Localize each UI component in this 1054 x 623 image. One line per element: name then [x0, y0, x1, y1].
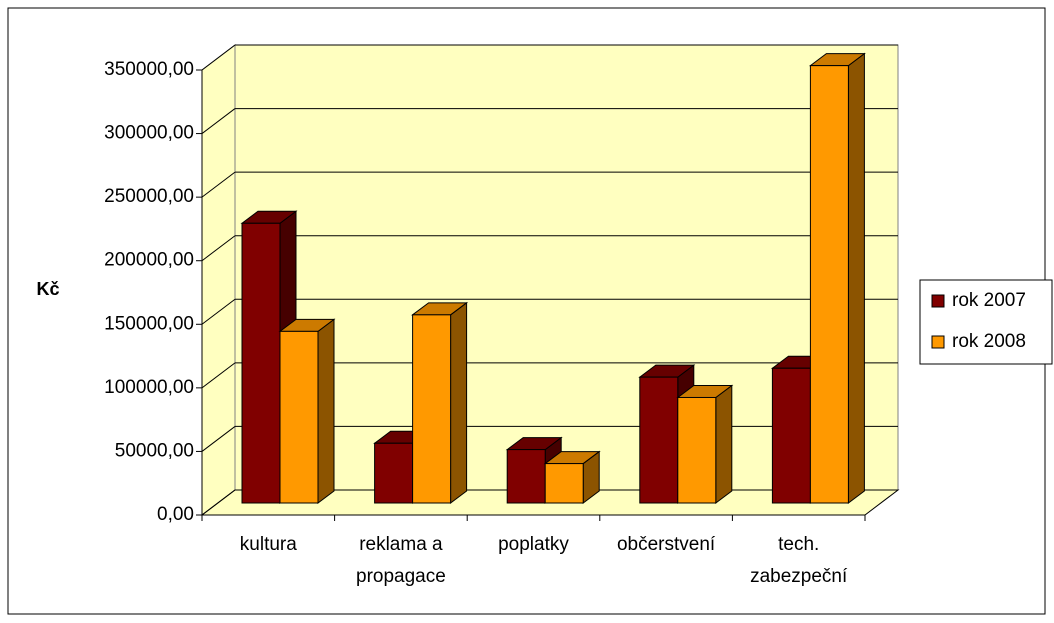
y-tick-label: 350000,00 — [104, 59, 194, 80]
y-tick-label: 300000,00 — [104, 123, 194, 144]
legend-swatch — [931, 294, 945, 308]
x-tick-label: kultura — [240, 534, 297, 555]
y-tick-label: 150000,00 — [104, 313, 194, 334]
grid-line-side — [201, 108, 236, 134]
legend-box — [919, 279, 1053, 365]
y-tick-label: 50000,00 — [115, 440, 194, 461]
bar-side — [715, 384, 733, 504]
bar-side — [450, 301, 468, 504]
y-tick-label: 100000,00 — [104, 377, 194, 398]
x-tick-label: tech. zabezpeční — [750, 534, 848, 587]
bar-front — [241, 222, 281, 504]
side-wall — [201, 43, 236, 517]
grid-line-side — [201, 489, 236, 516]
y-tick-label: 250000,00 — [104, 186, 194, 207]
x-tick-label: poplatky — [498, 534, 569, 555]
bar — [808, 52, 866, 504]
grid-line-side — [201, 362, 236, 389]
bar-front — [544, 463, 584, 504]
bar — [676, 384, 734, 504]
x-tick-label: občerstvení — [617, 534, 716, 555]
bar — [543, 450, 601, 504]
grid-line-side — [201, 235, 236, 262]
bar-side — [847, 52, 865, 504]
grid-line-side — [201, 44, 236, 71]
legend-label: rok 2007 — [952, 290, 1026, 311]
bar-side — [317, 318, 335, 504]
bar-front — [771, 367, 811, 504]
bar — [278, 318, 336, 504]
bar-front — [279, 330, 319, 504]
y-tick-label: 0,00 — [157, 504, 194, 525]
bar-front — [639, 376, 679, 504]
grid-line-side — [201, 426, 236, 452]
bar — [411, 301, 469, 504]
y-tick-label: 200000,00 — [104, 250, 194, 271]
x-tick-label: reklama a propagace — [356, 534, 446, 587]
grid-line-side — [201, 298, 236, 325]
y-axis-label: Kč — [36, 279, 59, 299]
legend-swatch — [931, 335, 945, 349]
bar-front — [412, 314, 452, 504]
legend-label: rok 2008 — [952, 331, 1026, 352]
grid-line-side — [201, 171, 236, 198]
bar-front — [506, 449, 546, 504]
bar-front — [677, 396, 717, 504]
bar-front — [809, 65, 849, 504]
bar-front — [374, 442, 414, 504]
